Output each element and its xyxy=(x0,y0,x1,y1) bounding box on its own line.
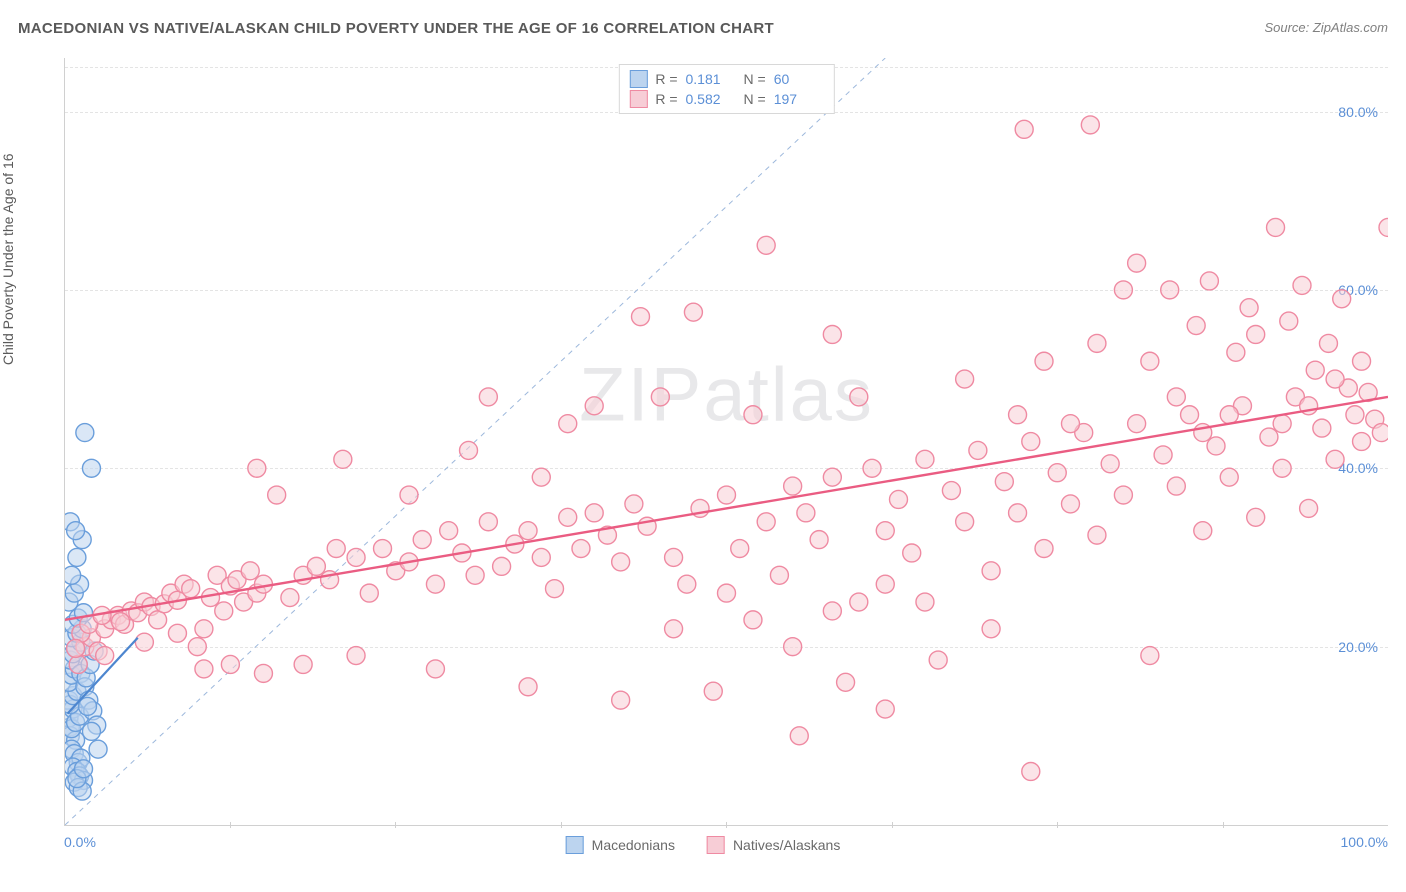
x-tick-max: 100.0% xyxy=(1341,834,1388,850)
swatch-icon xyxy=(707,836,725,854)
stats-row-macedonians: R = 0.181 N = 60 xyxy=(629,69,823,89)
stats-row-natives: R = 0.582 N = 197 xyxy=(629,89,823,109)
chart-title: MACEDONIAN VS NATIVE/ALASKAN CHILD POVER… xyxy=(18,20,774,37)
stats-legend: R = 0.181 N = 60 R = 0.582 N = 197 xyxy=(618,64,834,114)
plot-region: ZIPatlas R = 0.181 N = 60 R = 0.582 N = … xyxy=(64,58,1388,826)
swatch-icon xyxy=(629,70,647,88)
source-label: Source: ZipAtlas.com xyxy=(1264,20,1388,35)
x-tick-min: 0.0% xyxy=(64,834,96,850)
chart-area: Child Poverty Under the Age of 16 ZIPatl… xyxy=(18,58,1388,868)
legend-item-natives: Natives/Alaskans xyxy=(707,836,840,854)
swatch-icon xyxy=(629,90,647,108)
scatter-svg xyxy=(65,58,1388,825)
swatch-icon xyxy=(566,836,584,854)
legend-item-macedonians: Macedonians xyxy=(566,836,675,854)
y-axis-label: Child Poverty Under the Age of 16 xyxy=(0,153,16,365)
series-legend: Macedonians Natives/Alaskans xyxy=(566,836,841,854)
